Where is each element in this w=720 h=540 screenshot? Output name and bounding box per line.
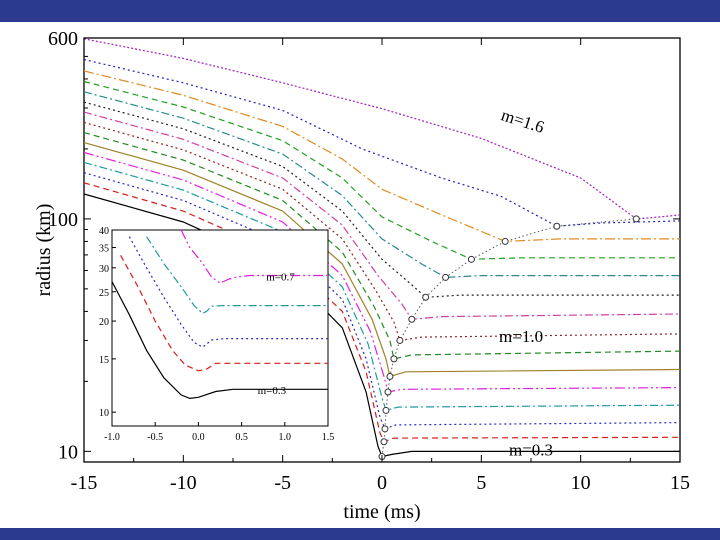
inset-x-tick-label: 0.5 — [235, 432, 248, 443]
inset-series-label-m=0.3: m=0.3 — [258, 385, 287, 397]
bounce-connector-line — [381, 218, 637, 457]
bounce-marker-m=1.1 — [408, 315, 416, 323]
series-line-m=0.9 — [83, 132, 681, 360]
series-line-m=1.2 — [83, 101, 680, 298]
series-line-m=0.7 — [83, 151, 681, 393]
x-tick-label: -15 — [71, 472, 98, 494]
inset-x-tick-label: -0.5 — [147, 432, 163, 443]
series-line-m=0.6 — [83, 161, 681, 412]
bounce-marker-m=1.2 — [422, 293, 430, 301]
y-tick-label: 10 — [58, 441, 78, 463]
x-tick-label: 15 — [670, 472, 690, 494]
bounce-marker-m=1.5 — [501, 237, 509, 245]
inset-series-line-m=0.7 — [180, 229, 328, 284]
series-line-m=1.6 — [83, 38, 681, 220]
x-tick-label: 0 — [377, 472, 387, 494]
x-tick-label: 10 — [571, 472, 591, 494]
inset-series-label-m=0.7: m=0.7 — [266, 271, 295, 283]
series-line-m=1.3 — [83, 91, 680, 279]
bounce-marker-m=0.5 — [381, 425, 389, 433]
inset-series-labels: m=0.3 m=0.7 — [258, 271, 296, 396]
series-line-m=1.4 — [83, 80, 680, 260]
inset-series-line-m=0.3 — [111, 281, 328, 400]
inset-frame — [111, 229, 329, 427]
top-banner — [0, 0, 720, 22]
series-label-m=1.0: m=1.0 — [499, 327, 543, 346]
bounce-marker-m=1.4 — [467, 255, 475, 263]
inset-x-tick-label: 0.0 — [192, 432, 205, 443]
inset-y-tick-label: 25 — [99, 288, 109, 299]
bounce-marker-m=0.4 — [380, 438, 388, 446]
x-axis-label: time (ms) — [343, 501, 420, 523]
x-tick-label: -10 — [170, 472, 197, 494]
series-line-m=1.55 — [83, 58, 681, 227]
series-line-m=0.8 — [83, 142, 681, 378]
main-ticks-group: -15 -10 -5 0 5 10 15 10 100 600 — [48, 28, 690, 494]
inset-x-tick-label: 1.0 — [279, 432, 292, 443]
inset-x-tick-label: -1.0 — [104, 432, 120, 443]
inset-y-tick-label: 10 — [99, 408, 109, 419]
inset-y-tick-label: 15 — [99, 355, 109, 366]
main-series-group — [83, 38, 681, 461]
inset-y-tick-label: 30 — [99, 264, 109, 275]
bounce-marker-m=0.9 — [390, 355, 398, 363]
bounce-marker-m=1.55 — [553, 222, 561, 230]
inset-series-group — [111, 229, 328, 400]
bounce-marker-m=0.7 — [384, 388, 392, 396]
bounce-marker-m=1.0 — [396, 336, 404, 344]
inset-y-tick-label: 35 — [99, 244, 109, 255]
x-tick-label: 5 — [476, 472, 486, 494]
bounce-marker-m=1.3 — [442, 273, 450, 281]
series-label-m=1.6: m=1.6 — [499, 105, 547, 137]
inset-series-line-m=0.5 — [128, 236, 328, 348]
y-tick-label: 100 — [48, 209, 78, 231]
y-tick-label: 600 — [48, 28, 78, 50]
inset-series-line-m=0.6 — [146, 236, 328, 315]
bottom-banner — [0, 528, 720, 540]
bounce-marker-m=0.8 — [386, 372, 394, 380]
inset-x-tick-label: 1.5 — [322, 432, 335, 443]
inset-y-tick-label: 20 — [99, 317, 109, 328]
inset-y-tick-label: 40 — [99, 226, 109, 237]
series-label-m=0.3: m=0.3 — [509, 440, 553, 459]
x-tick-label: -5 — [274, 472, 291, 494]
bounce-marker-m=1.6 — [632, 215, 640, 223]
y-axis-label: radius (km) — [33, 204, 55, 297]
series-line-m=1.5 — [83, 70, 680, 243]
bounce-marker-m=0.6 — [382, 406, 390, 414]
series-line-m=1.1 — [83, 111, 681, 320]
inset-ticks-group: -1.0 -0.5 0.0 0.5 1.0 1.5 10 15 20 25 30 35 40 — [99, 226, 334, 443]
